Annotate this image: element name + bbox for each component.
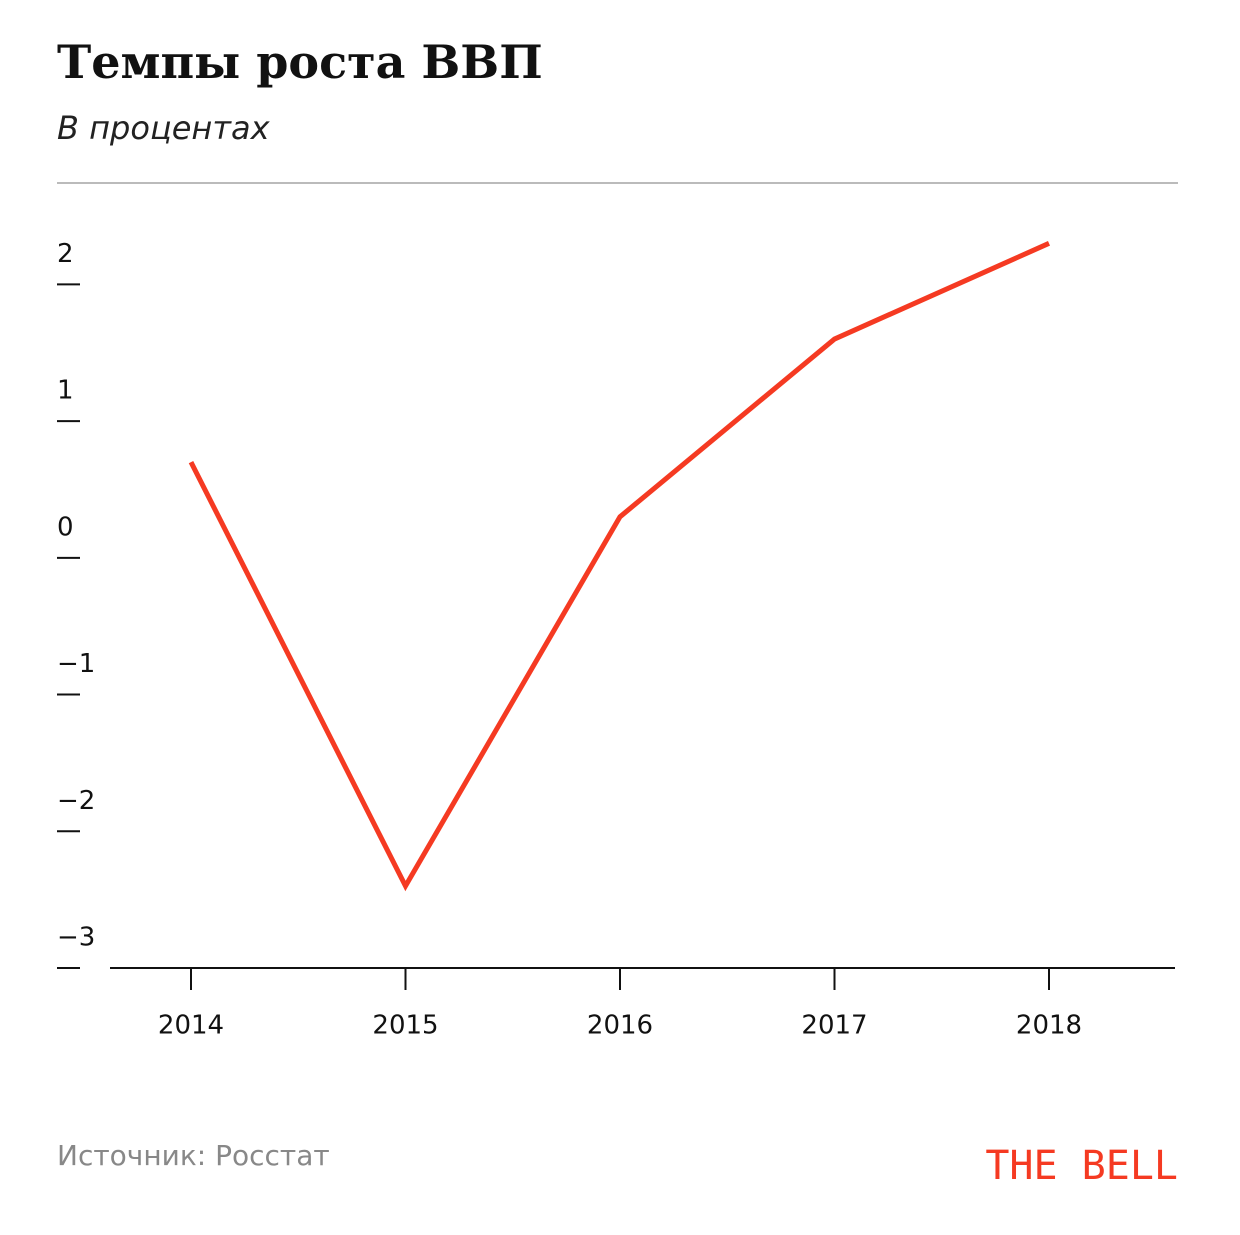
source: Источник: Росстат <box>57 1139 330 1172</box>
x-tick-label: 2015 <box>372 1011 438 1041</box>
line <box>188 241 1051 892</box>
y-tick-label: −1 <box>57 649 95 679</box>
chart-title: Темпы роста ВВП <box>57 35 543 89</box>
y-tick-label: 2 <box>57 239 74 269</box>
y-tick-label: 1 <box>57 376 74 406</box>
y-tick-label: −2 <box>57 786 95 816</box>
y-tick-label: −3 <box>57 923 95 953</box>
x-tick-label: 2016 <box>587 1011 653 1041</box>
chart-subtitle: В процентах <box>57 109 271 147</box>
logo: THE BELL <box>985 1143 1178 1189</box>
x-tick-label: 2014 <box>158 1011 224 1041</box>
x-tick-label: 2017 <box>801 1011 867 1041</box>
x-tick-label: 2018 <box>1016 1011 1082 1041</box>
y-tick-label: 0 <box>57 512 74 542</box>
